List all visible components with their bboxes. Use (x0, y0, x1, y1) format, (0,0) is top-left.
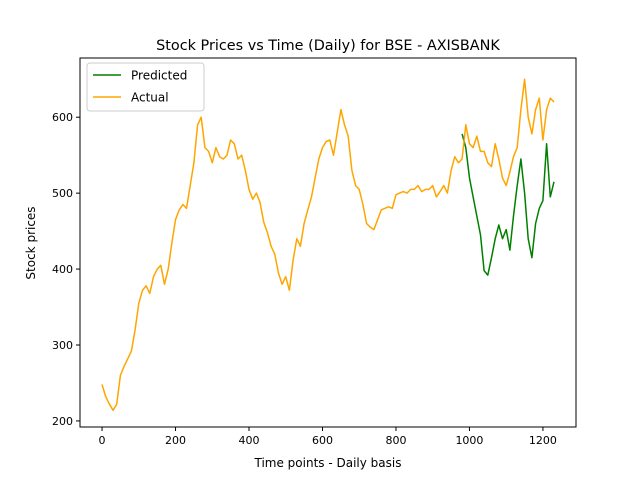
y-tick-label: 200 (52, 415, 73, 428)
x-tick-label: 600 (312, 434, 333, 447)
x-tick-label: 1200 (529, 434, 557, 447)
y-axis: 200 300 400 500 600 (52, 111, 80, 428)
x-tick-label: 200 (165, 434, 186, 447)
x-tick-label: 1000 (455, 434, 483, 447)
series-line-predicted (461, 133, 555, 276)
x-tick-label: 400 (239, 434, 260, 447)
legend-label-predicted: Predicted (131, 69, 187, 83)
y-tick-label: 600 (52, 111, 73, 124)
x-tick-label: 800 (385, 434, 406, 447)
x-axis: 0 200 400 600 800 1000 1200 (99, 427, 557, 447)
series-line-actual (101, 78, 555, 412)
legend: Predicted Actual (86, 62, 205, 112)
y-tick-label: 300 (52, 339, 73, 352)
legend-label-actual: Actual (131, 91, 169, 105)
y-tick-label: 400 (52, 263, 73, 276)
chart-title: Stock Prices vs Time (Daily) for BSE - A… (156, 38, 500, 54)
y-tick-label: 500 (52, 187, 73, 200)
x-tick-label: 0 (99, 434, 106, 447)
series-layer (101, 78, 555, 412)
y-axis-label: Stock prices (24, 206, 38, 279)
plot-area-frame (79, 57, 577, 428)
x-axis-label: Time points - Daily basis (254, 456, 402, 470)
